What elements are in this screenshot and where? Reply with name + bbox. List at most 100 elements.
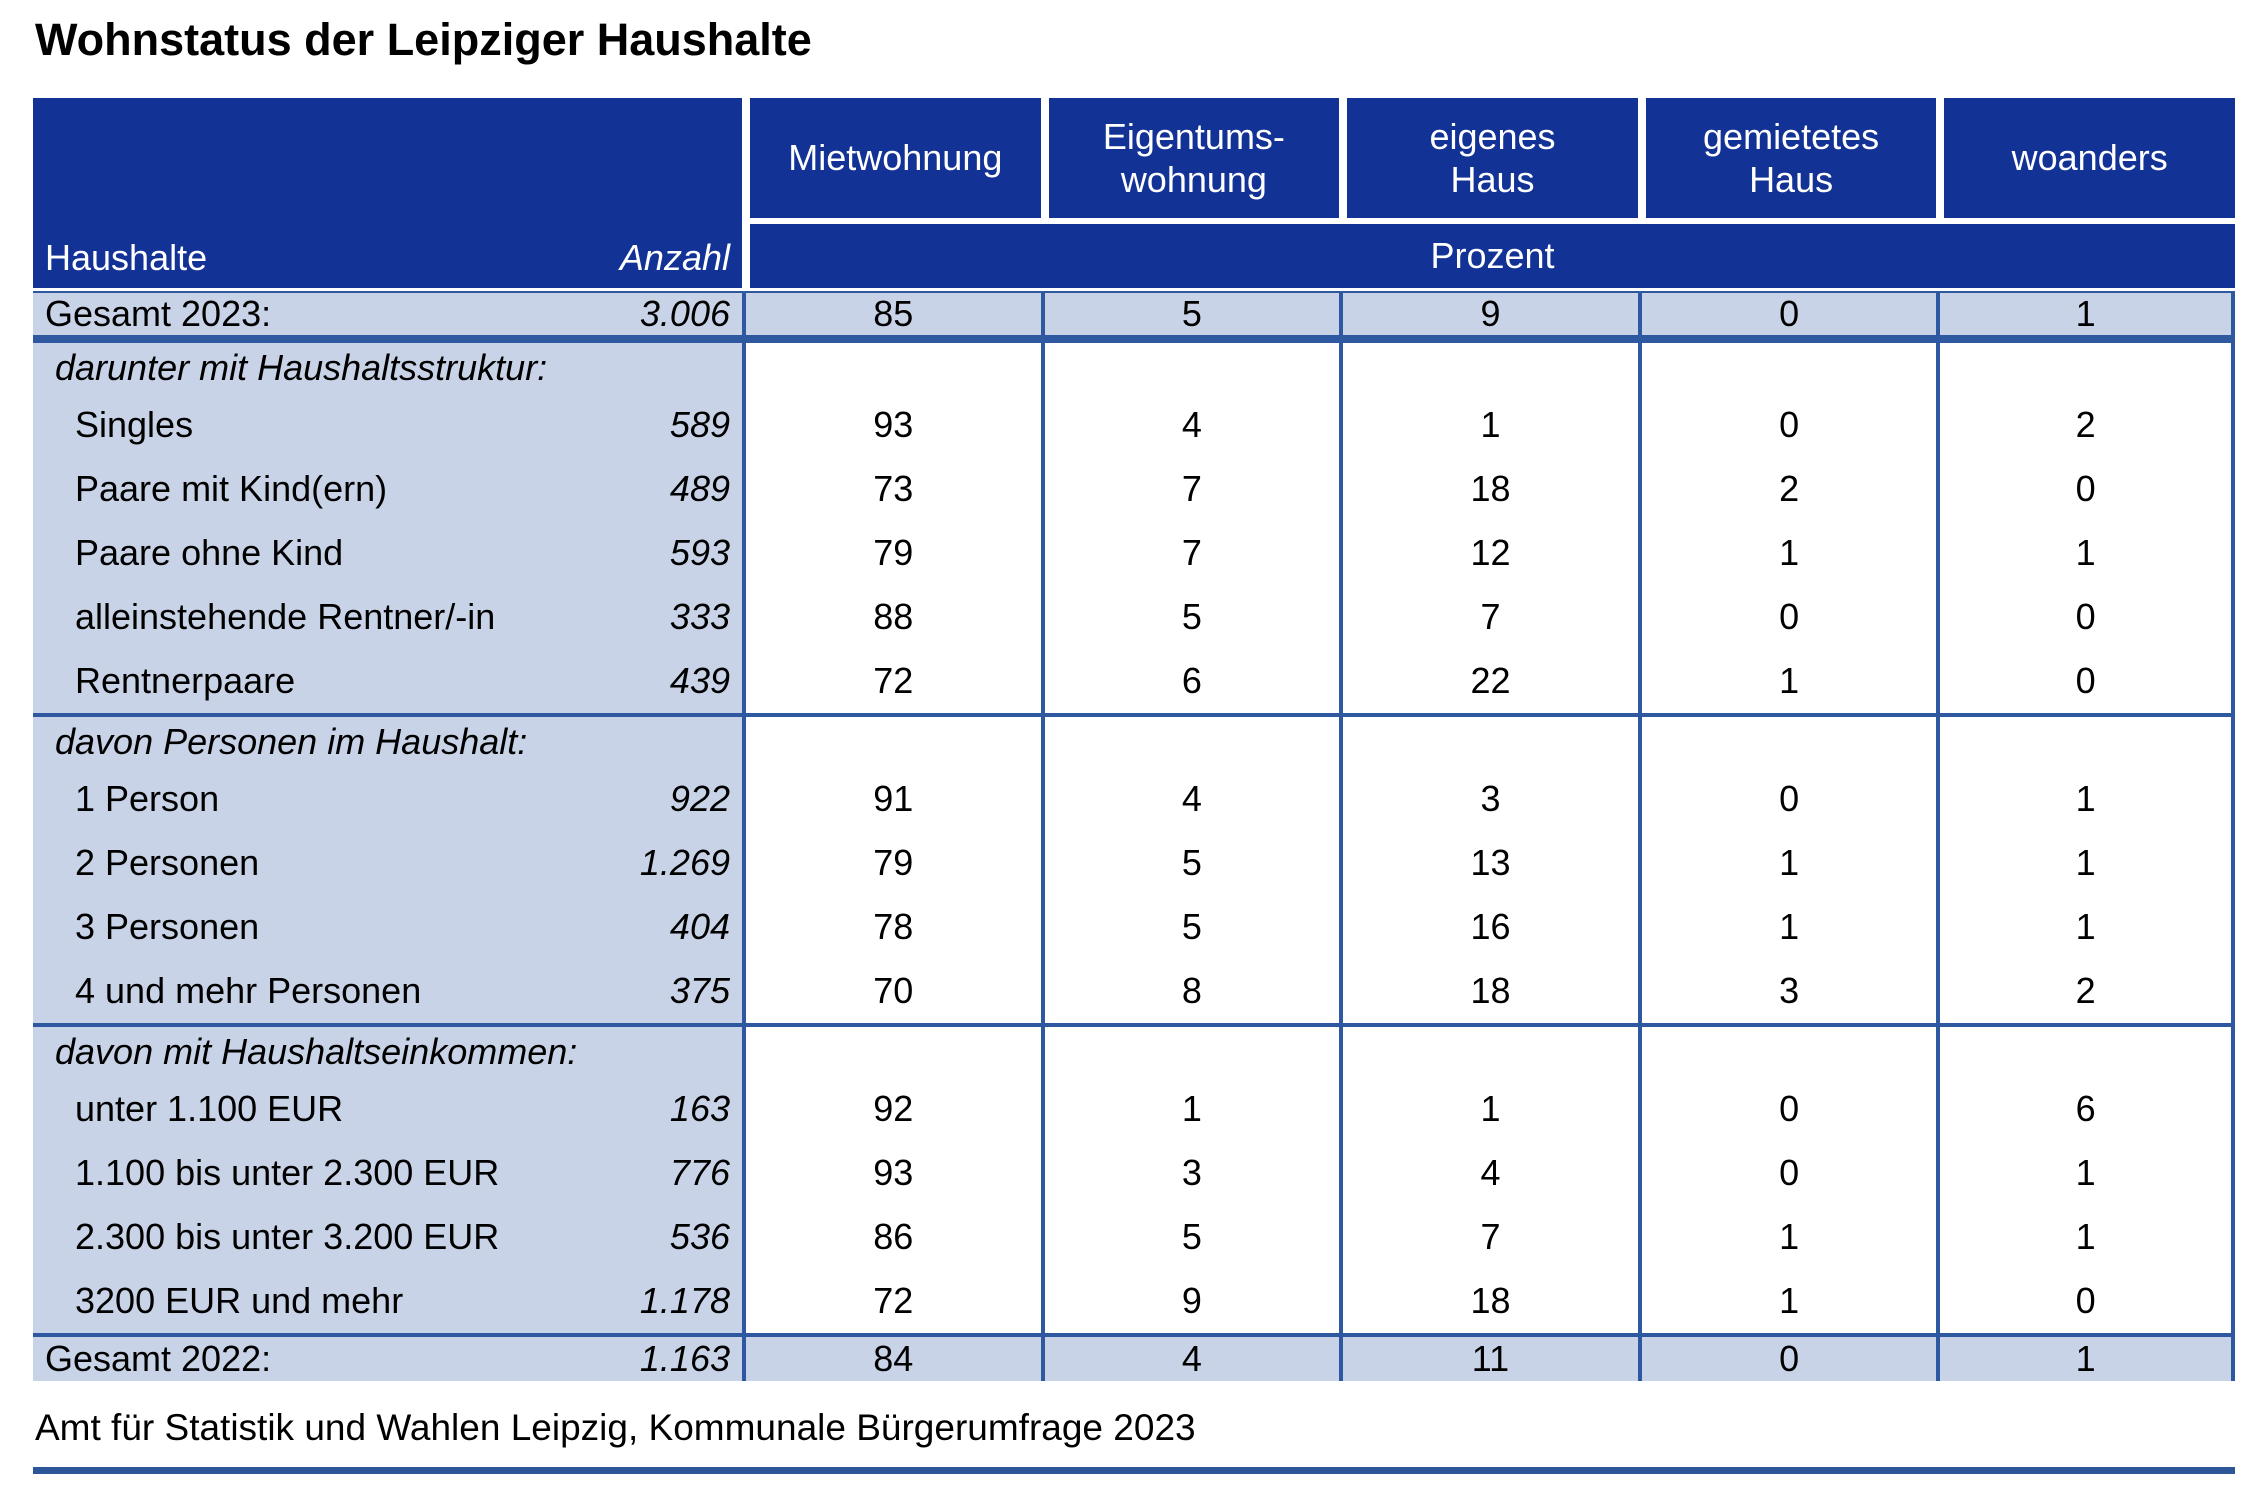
data-cell: 0 <box>1637 767 1937 831</box>
haushalte-header-label: Haushalte <box>45 237 208 278</box>
data-cell <box>1637 343 1937 393</box>
table-header: Haushalte Anzahl Mietwohnung Eigentums- … <box>33 98 2235 288</box>
table-row: Paare mit Kind(ern) 489 73 7 18 2 0 <box>33 457 2235 521</box>
data-cell: 5 <box>1040 1205 1340 1269</box>
row-left-cell: Paare mit Kind(ern) 489 <box>33 457 742 521</box>
data-cell <box>742 717 1041 767</box>
table-row: darunter mit Haushaltsstruktur: <box>33 339 2235 393</box>
row-anzahl: 439 <box>669 660 730 701</box>
row-anzahl: 375 <box>669 970 730 1011</box>
data-cell: 2 <box>1637 457 1937 521</box>
row-label: Paare ohne Kind <box>75 532 344 574</box>
data-cell: 1 <box>1936 1205 2235 1269</box>
table-row: 2 Personen 1.269 79 5 13 1 1 <box>33 831 2235 895</box>
data-cell: 11 <box>1339 1337 1638 1381</box>
table-row: Gesamt 2023: 3.006 85 5 9 0 1 <box>33 291 2235 339</box>
data-cell: 1 <box>1936 1337 2235 1381</box>
housing-status-table: Haushalte Anzahl Mietwohnung Eigentums- … <box>33 98 2235 1381</box>
data-cell <box>742 1027 1041 1077</box>
data-cell: 7 <box>1040 457 1340 521</box>
data-cell: 0 <box>1936 649 2235 713</box>
data-cell: 0 <box>1637 1141 1937 1205</box>
data-cell: 72 <box>742 649 1041 713</box>
data-cell <box>1936 1027 2235 1077</box>
data-cell: 79 <box>742 521 1041 585</box>
row-anzahl: 333 <box>669 596 730 637</box>
row-label: Gesamt 2023: <box>45 293 272 335</box>
table-row: davon Personen im Haushalt: <box>33 713 2235 767</box>
row-label: 1.100 bis unter 2.300 EUR <box>75 1152 500 1194</box>
row-anzahl: 3.006 <box>639 293 730 334</box>
unit-band-prozent: Prozent <box>750 224 2235 288</box>
row-anzahl: 593 <box>669 532 730 573</box>
row-anzahl: 1.178 <box>639 1280 730 1321</box>
data-cell <box>1040 1027 1340 1077</box>
column-header-eigenes-haus: eigenes Haus <box>1347 98 1638 218</box>
row-left-cell: 4 und mehr Personen 375 <box>33 959 742 1023</box>
data-cell: 5 <box>1040 585 1340 649</box>
row-left-cell: Gesamt 2022: 1.163 <box>33 1337 742 1381</box>
data-cell <box>1936 343 2235 393</box>
table-row: alleinstehende Rentner/-in 333 88 5 7 0 0 <box>33 585 2235 649</box>
data-cell: 6 <box>1040 649 1340 713</box>
data-cell: 1 <box>1637 521 1937 585</box>
column-header-mietwohnung: Mietwohnung <box>750 98 1041 218</box>
data-cell: 93 <box>742 393 1041 457</box>
row-left-cell: 1.100 bis unter 2.300 EUR 776 <box>33 1141 742 1205</box>
row-left-cell: 3 Personen 404 <box>33 895 742 959</box>
data-cell <box>742 343 1041 393</box>
data-cell: 8 <box>1040 959 1340 1023</box>
row-label: davon mit Haushaltseinkommen: <box>55 1031 578 1073</box>
row-left-cell: alleinstehende Rentner/-in 333 <box>33 585 742 649</box>
data-cell: 1 <box>1936 767 2235 831</box>
data-cell: 1 <box>1339 1077 1638 1141</box>
row-left-cell: davon mit Haushaltseinkommen: <box>33 1027 742 1077</box>
table-row: 3 Personen 404 78 5 16 1 1 <box>33 895 2235 959</box>
data-cell <box>1040 343 1340 393</box>
data-cell: 92 <box>742 1077 1041 1141</box>
data-cell: 4 <box>1040 1337 1340 1381</box>
row-left-cell: Singles 589 <box>33 393 742 457</box>
data-cell: 1 <box>1936 521 2235 585</box>
data-cell: 3 <box>1040 1141 1340 1205</box>
data-cell <box>1339 1027 1638 1077</box>
table-row: Paare ohne Kind 593 79 7 12 1 1 <box>33 521 2235 585</box>
data-cell: 2 <box>1936 959 2235 1023</box>
data-cell: 4 <box>1040 393 1340 457</box>
data-cell: 70 <box>742 959 1041 1023</box>
data-cell: 2 <box>1936 393 2235 457</box>
data-cell: 73 <box>742 457 1041 521</box>
row-label: 2.300 bis unter 3.200 EUR <box>75 1216 500 1258</box>
data-cell: 1 <box>1936 831 2235 895</box>
table-body: Gesamt 2023: 3.006 85 5 9 0 1 darunter mit Haus… <box>33 291 2235 1381</box>
row-anzahl: 589 <box>669 404 730 445</box>
data-cell: 7 <box>1339 1205 1638 1269</box>
row-left-cell: 3200 EUR und mehr 1.178 <box>33 1269 742 1333</box>
data-cell: 4 <box>1339 1141 1638 1205</box>
data-cell <box>1339 343 1638 393</box>
data-cell: 84 <box>742 1337 1041 1381</box>
data-cell: 3 <box>1339 767 1638 831</box>
data-cell: 12 <box>1339 521 1638 585</box>
row-label: Gesamt 2022: <box>45 1338 272 1380</box>
data-cell: 88 <box>742 585 1041 649</box>
data-cell: 18 <box>1339 457 1638 521</box>
table-row: 3200 EUR und mehr 1.178 72 9 18 1 0 <box>33 1269 2235 1333</box>
data-cell: 7 <box>1040 521 1340 585</box>
data-cell: 9 <box>1339 293 1638 335</box>
row-left-cell: 2.300 bis unter 3.200 EUR 536 <box>33 1205 742 1269</box>
data-cell: 1 <box>1637 649 1937 713</box>
data-cell: 0 <box>1936 1269 2235 1333</box>
data-cell: 7 <box>1339 585 1638 649</box>
data-cell <box>1936 717 2235 767</box>
page-title: Wohnstatus der Leipziger Haushalte <box>35 14 812 65</box>
row-label: davon Personen im Haushalt: <box>55 721 528 763</box>
data-cell <box>1040 717 1340 767</box>
data-cell <box>1339 717 1638 767</box>
data-cell: 1 <box>1637 831 1937 895</box>
data-cell <box>1637 717 1937 767</box>
data-cell: 6 <box>1936 1077 2235 1141</box>
data-cell: 1 <box>1040 1077 1340 1141</box>
data-cell: 86 <box>742 1205 1041 1269</box>
